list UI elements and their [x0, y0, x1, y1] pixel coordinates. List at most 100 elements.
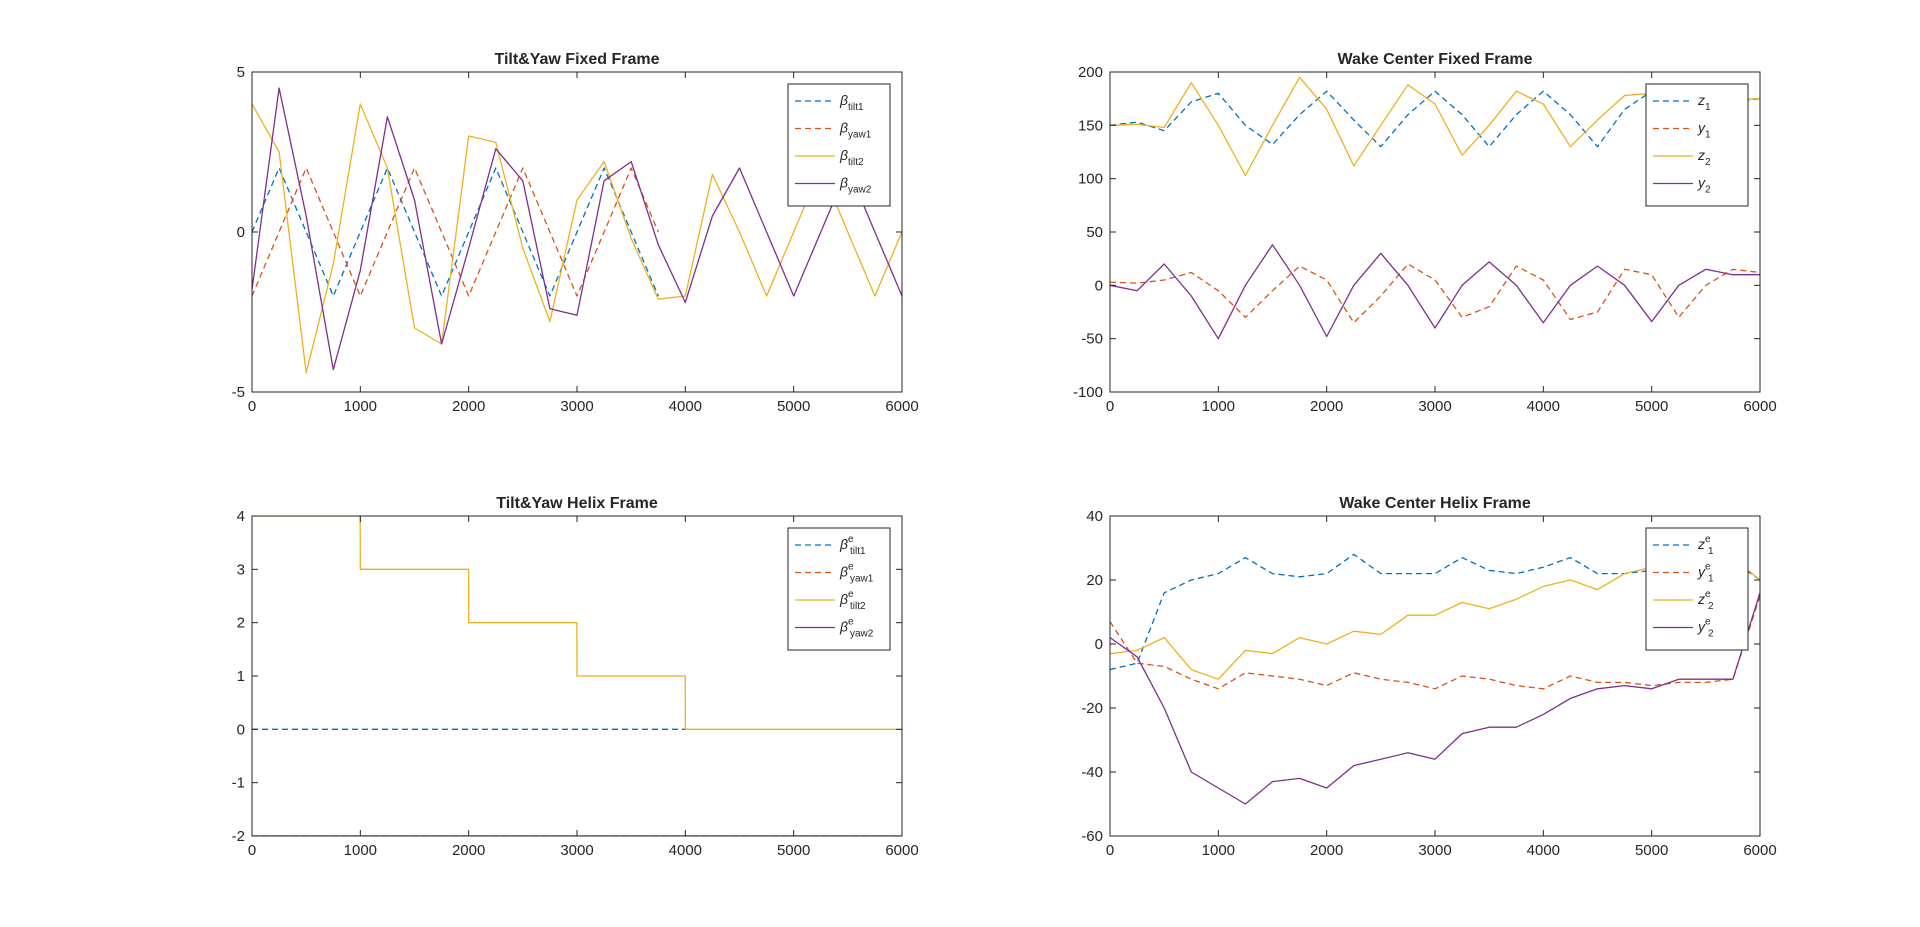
series-line-2 [1110, 595, 1760, 690]
x-tick-label: 0 [248, 398, 256, 415]
legend-label-3: βe tilt2 [839, 589, 866, 612]
x-tick-label: 5000 [1635, 398, 1668, 415]
x-tick-label: 2000 [452, 842, 485, 859]
x-tick-label: 5000 [777, 398, 810, 415]
chart-panel-2: 0 1000 2000 3000 4000 5000 6000 -100 -50 0 50 100 15… [1073, 51, 1777, 415]
y-tick-label: 5 [237, 64, 245, 81]
series-line-4 [1110, 592, 1760, 805]
legend-box [787, 527, 891, 651]
legend-label-4: y2 [1697, 175, 1711, 196]
legend-label-3: ze 2 [1697, 589, 1714, 612]
legend-superscript: e [848, 617, 854, 628]
chart-title: Tilt&Yaw Helix Frame [496, 495, 658, 512]
chart-title: Wake Center Helix Frame [1339, 495, 1531, 512]
legend-label-2: y1 [1697, 120, 1711, 141]
legend-symbol: y [1697, 564, 1706, 580]
legend-subscript: tilt1 [848, 102, 864, 113]
series-line-4 [252, 87, 902, 371]
legend-subscript: 1 [1708, 574, 1714, 585]
legend-subscript: yaw1 [848, 130, 872, 141]
series-line-4 [1110, 244, 1760, 340]
x-tick-label: 4000 [1527, 842, 1560, 859]
legend-superscript: e [1705, 589, 1711, 600]
y-tick-label: -50 [1081, 331, 1103, 348]
legend-label-2: ye 1 [1697, 562, 1714, 585]
y-tick-label: -5 [232, 384, 245, 401]
legend-label-1: βe tilt1 [839, 534, 866, 557]
y-tick-label: 1 [237, 668, 245, 685]
y-tick-label: 20 [1086, 572, 1103, 589]
series-line-2 [252, 167, 659, 297]
y-tick-label: 0 [237, 721, 245, 738]
x-tick-label: 1000 [344, 398, 377, 415]
legend-symbol: z [1697, 536, 1705, 552]
y-tick-label: -2 [232, 828, 245, 845]
legend-subscript: tilt2 [850, 601, 866, 612]
legend-box [1645, 527, 1749, 651]
legend-subscript: 2 [1705, 185, 1711, 196]
legend-symbol: y [1697, 175, 1706, 191]
y-tick-label: -40 [1081, 764, 1103, 781]
y-tick-label: 3 [237, 561, 245, 578]
y-tick-label: 0 [1095, 277, 1103, 294]
legend-label-2: βyaw1 [839, 120, 872, 141]
legend-label-2: βe yaw1 [839, 562, 874, 585]
legend-subscript: yaw1 [850, 574, 874, 585]
legend-superscript: e [1705, 562, 1711, 573]
legend: ze 1ye 1ze 2ye 2 [1645, 527, 1749, 651]
legend-symbol: β [839, 175, 848, 191]
y-tick-label: 2 [237, 615, 245, 632]
legend-symbol: β [839, 619, 848, 635]
x-tick-label: 6000 [1743, 398, 1776, 415]
legend-subscript: 1 [1705, 102, 1711, 113]
y-tick-label: 200 [1078, 64, 1103, 81]
legend-symbol: β [839, 536, 848, 552]
legend-symbol: y [1697, 120, 1706, 136]
legend-label-1: ze 1 [1697, 534, 1714, 557]
x-tick-label: 0 [248, 842, 256, 859]
chart-panel-3: 0 1000 2000 3000 4000 5000 6000 -2 -1 0 1 2 3 4 Tilt&Y… [232, 495, 919, 859]
series-line-3 [252, 516, 902, 730]
legend-superscript: e [848, 589, 854, 600]
legend-label-4: βyaw2 [839, 175, 872, 196]
y-tick-label: 50 [1086, 224, 1103, 241]
legend-subscript: 1 [1705, 130, 1711, 141]
x-tick-label: 3000 [1418, 398, 1451, 415]
x-tick-label: 4000 [669, 842, 702, 859]
x-tick-label: 3000 [1418, 842, 1451, 859]
x-tick-label: 3000 [560, 398, 593, 415]
x-tick-label: 1000 [344, 842, 377, 859]
chart-title: Wake Center Fixed Frame [1337, 51, 1532, 68]
legend-symbol: β [839, 120, 848, 136]
y-tick-label: 40 [1086, 508, 1103, 525]
legend-symbol: z [1697, 591, 1705, 607]
legend-subscript: tilt1 [850, 546, 866, 557]
x-tick-label: 4000 [669, 398, 702, 415]
y-tick-label: -20 [1081, 700, 1103, 717]
x-tick-label: 2000 [1310, 398, 1343, 415]
legend-symbol: y [1697, 619, 1706, 635]
legend-subscript: 2 [1705, 157, 1711, 168]
legend-symbol: z [1697, 147, 1705, 163]
legend-symbol: β [839, 591, 848, 607]
legend-label-1: z1 [1697, 92, 1711, 113]
chart-title: Tilt&Yaw Fixed Frame [494, 51, 659, 68]
x-tick-label: 0 [1106, 842, 1114, 859]
legend-subscript: 1 [1708, 546, 1714, 557]
legend-symbol: z [1697, 92, 1705, 108]
x-tick-label: 1000 [1202, 842, 1235, 859]
y-tick-label: -1 [232, 775, 245, 792]
legend-label-1: βtilt1 [839, 92, 864, 113]
x-tick-label: 3000 [560, 842, 593, 859]
x-tick-label: 0 [1106, 398, 1114, 415]
y-tick-label: 150 [1078, 117, 1103, 134]
legend-subscript: yaw2 [850, 629, 874, 640]
x-tick-label: 5000 [777, 842, 810, 859]
y-tick-label: -100 [1073, 384, 1103, 401]
legend-subscript: yaw2 [848, 185, 872, 196]
legend-superscript: e [848, 562, 854, 573]
